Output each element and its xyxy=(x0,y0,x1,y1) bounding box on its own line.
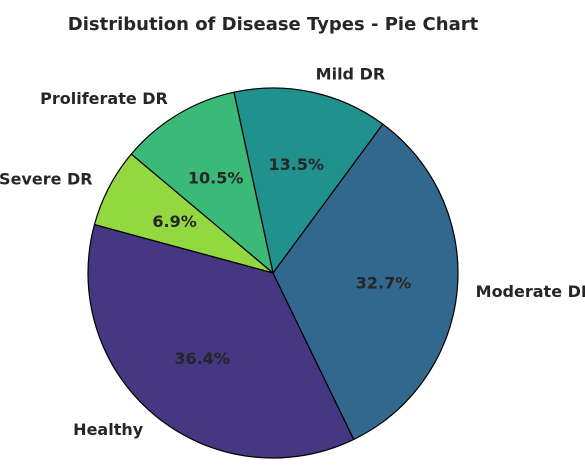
slice-label-proliferate-dr: Proliferate DR xyxy=(40,89,168,108)
slice-label-mild-dr: Mild DR xyxy=(316,65,386,84)
slice-percent-moderate-dr: 32.7% xyxy=(356,274,412,293)
pie-slice-healthy xyxy=(87,224,355,459)
slice-percent-mild-dr: 13.5% xyxy=(269,155,325,174)
slice-percent-healthy: 36.4% xyxy=(174,349,230,368)
pie-slices xyxy=(87,87,459,459)
slice-percent-proliferate-dr: 10.5% xyxy=(188,168,244,187)
slice-label-moderate-dr: Moderate DR xyxy=(476,282,585,301)
pie-slice-proliferate-dr xyxy=(130,91,274,274)
pie-slice-mild-dr xyxy=(233,87,384,274)
slice-label-severe-dr: Severe DR xyxy=(0,169,93,188)
slice-label-healthy: Healthy xyxy=(73,420,144,439)
chart-title: Distribution of Disease Types - Pie Char… xyxy=(67,14,479,35)
slice-percent-severe-dr: 6.9% xyxy=(152,212,196,231)
pie-slice-moderate-dr xyxy=(272,123,459,441)
pie-labels: Severe DR 6.9% Healthy 36.4% Moderate DR 32.7… xyxy=(0,65,585,440)
